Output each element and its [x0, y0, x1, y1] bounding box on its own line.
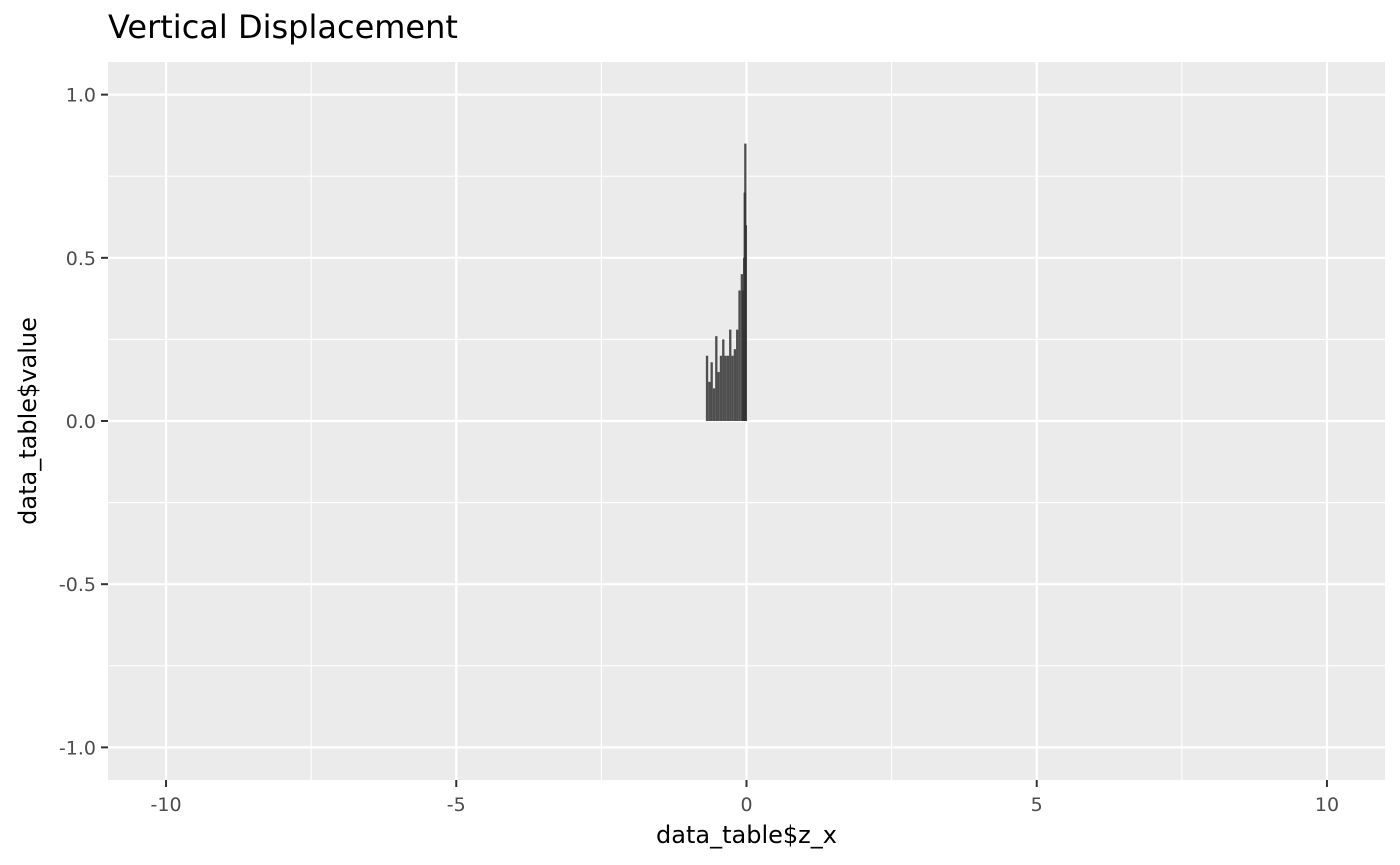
bar — [744, 225, 748, 421]
x-tick-label: 0 — [740, 794, 752, 816]
bar — [712, 388, 716, 421]
bar — [710, 362, 713, 421]
bar — [733, 349, 737, 421]
x-axis: -10 -5 0 5 10 — [151, 780, 1339, 816]
x-tick-label: 5 — [1031, 794, 1043, 816]
bar — [736, 329, 739, 421]
y-tick-label: 0.5 — [66, 248, 96, 270]
y-tick-label: -0.5 — [59, 574, 96, 596]
y-axis-title: data_table$value — [14, 317, 42, 525]
bar — [740, 274, 744, 421]
x-tick-label: -10 — [151, 794, 182, 816]
bar — [705, 355, 709, 421]
bar — [731, 355, 734, 421]
bar — [738, 290, 741, 421]
bar — [729, 329, 732, 421]
bar — [719, 355, 723, 421]
chart-title: Vertical Displacement — [108, 8, 458, 46]
y-tick-label: 0.0 — [66, 411, 96, 433]
bar — [724, 355, 727, 421]
bar — [726, 355, 730, 421]
y-tick-label: -1.0 — [59, 737, 96, 759]
x-axis-title: data_table$z_x — [656, 821, 837, 849]
bar — [722, 339, 725, 421]
y-tick-label: 1.0 — [66, 85, 96, 107]
bar — [715, 336, 718, 421]
x-tick-label: -5 — [447, 794, 466, 816]
bars — [705, 143, 748, 421]
bar — [717, 372, 720, 421]
x-tick-label: 10 — [1315, 794, 1339, 816]
y-axis: -1.0 -0.5 0.0 0.5 1.0 — [59, 85, 108, 759]
bar — [708, 381, 711, 421]
